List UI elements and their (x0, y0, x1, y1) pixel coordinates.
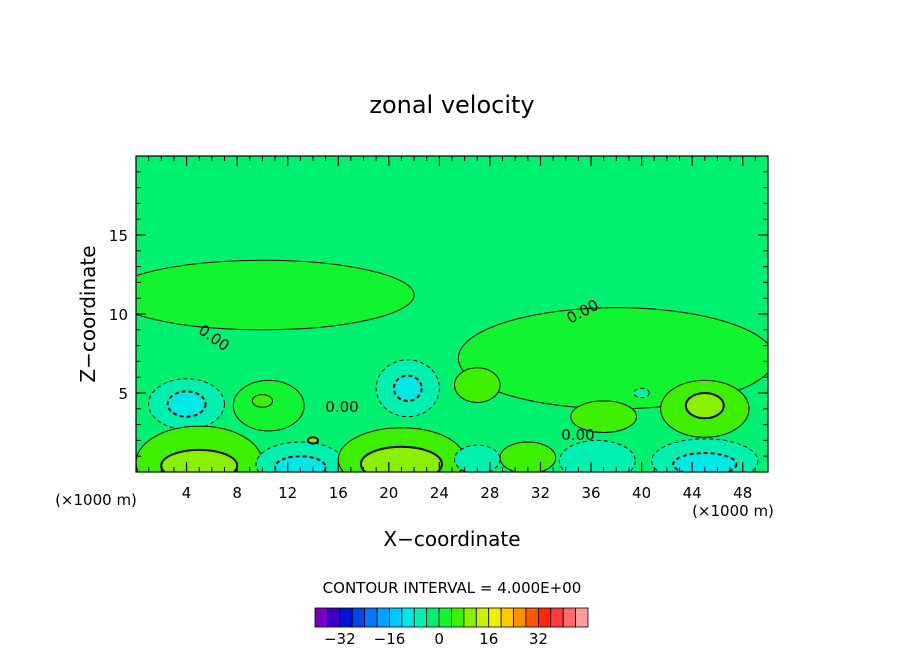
x-tick-label-11: 48 (733, 484, 752, 502)
colorbar-tick-label-1: −16 (374, 630, 406, 648)
colorbar-swatch-3 (351, 607, 366, 628)
plot-area: 0.000.000.000.00 4 8 12 16 20 24 28 32 36 40 44 48 … (109, 155, 769, 502)
x-tick-label-7: 32 (531, 484, 550, 502)
colorbar-tick-label-4: 32 (529, 630, 548, 648)
colorbar: −32 −16 0 16 32 (314, 607, 589, 648)
colorbar-swatch-2 (339, 607, 353, 628)
colorbar-swatch-11 (451, 607, 465, 628)
positive-contour-region-0 (136, 259, 415, 331)
positive-contour-region-9 (570, 400, 638, 434)
colorbar-swatch-4 (364, 607, 378, 628)
x-tick-label-6: 28 (480, 484, 499, 502)
x-axis-label: X−coordinate (383, 527, 520, 551)
negative-contour-region-10 (633, 387, 650, 399)
colorbar-swatch-9 (426, 607, 440, 628)
colorbar-swatch-6 (389, 607, 403, 628)
colorbar-swatch-8 (413, 607, 428, 628)
x-tick-label-0: 4 (182, 484, 192, 502)
positive-contour-region-18 (360, 445, 443, 472)
contour-label-3: 0.00 (561, 426, 594, 444)
colorbar-tick-label-3: 16 (479, 630, 498, 648)
colorbar-tick-label-0: −32 (324, 630, 356, 648)
x-tick-label-3: 16 (329, 484, 348, 502)
x-tick-label-2: 12 (278, 484, 297, 502)
colorbar-swatch-10 (438, 607, 452, 628)
positive-contour-region-12 (684, 392, 725, 420)
x-tick-label-1: 8 (232, 484, 242, 502)
negative-contour-region-23 (672, 452, 738, 472)
colorbar-swatch-15 (500, 607, 514, 628)
x-tick-label-4: 20 (379, 484, 398, 502)
colorbar-swatch-7 (401, 607, 415, 628)
chart-title: zonal velocity (369, 91, 534, 119)
y-unit-label: (×1000 m) (55, 491, 137, 509)
negative-contour-region-7 (392, 374, 423, 402)
colorbar-swatch-17 (525, 607, 539, 628)
colorbar-tick-label-2: 0 (434, 630, 444, 648)
colorbar-swatch-19 (550, 607, 564, 628)
colorbar-swatch-16 (513, 607, 527, 628)
colorbar-swatch-18 (537, 607, 552, 628)
x-tick-label-10: 44 (683, 484, 702, 502)
colorbar-swatch-21 (575, 607, 589, 628)
negative-contour-region-3 (166, 390, 207, 418)
negative-contour-region-21 (558, 439, 636, 472)
positive-contour-region-8 (454, 367, 501, 403)
x-axis-ticks: 4 8 12 16 20 24 28 32 36 40 44 48 (148, 156, 756, 502)
y-tick-label-1: 10 (109, 306, 128, 324)
positive-contour-region-14 (160, 448, 239, 472)
contour-label-1: 0.00 (325, 398, 358, 416)
y-tick-label-2: 15 (109, 227, 128, 245)
positive-contour-region-24 (306, 436, 320, 445)
colorbar-swatch-1 (327, 607, 341, 628)
colorbar-swatch-14 (488, 607, 502, 628)
colorbar-swatch-20 (562, 607, 576, 628)
x-tick-label-5: 24 (430, 484, 449, 502)
colorbar-swatch-12 (463, 607, 477, 628)
colorbar-swatch-13 (475, 607, 490, 628)
x-unit-label: (×1000 m) (692, 502, 774, 520)
contour-interval-label: CONTOUR INTERVAL = 4.000E+00 (323, 579, 582, 597)
y-axis-ticks: 5 10 15 (109, 171, 768, 457)
contour-fields (136, 259, 768, 472)
y-tick-label-0: 5 (118, 385, 128, 403)
y-axis-label: Z−coordinate (76, 245, 100, 382)
x-tick-label-8: 36 (581, 484, 600, 502)
positive-contour-region-5 (251, 394, 274, 408)
x-tick-label-9: 40 (632, 484, 651, 502)
colorbar-swatch-0 (314, 607, 328, 628)
positive-contour-region-20 (499, 441, 557, 472)
colorbar-swatch-5 (376, 607, 390, 628)
